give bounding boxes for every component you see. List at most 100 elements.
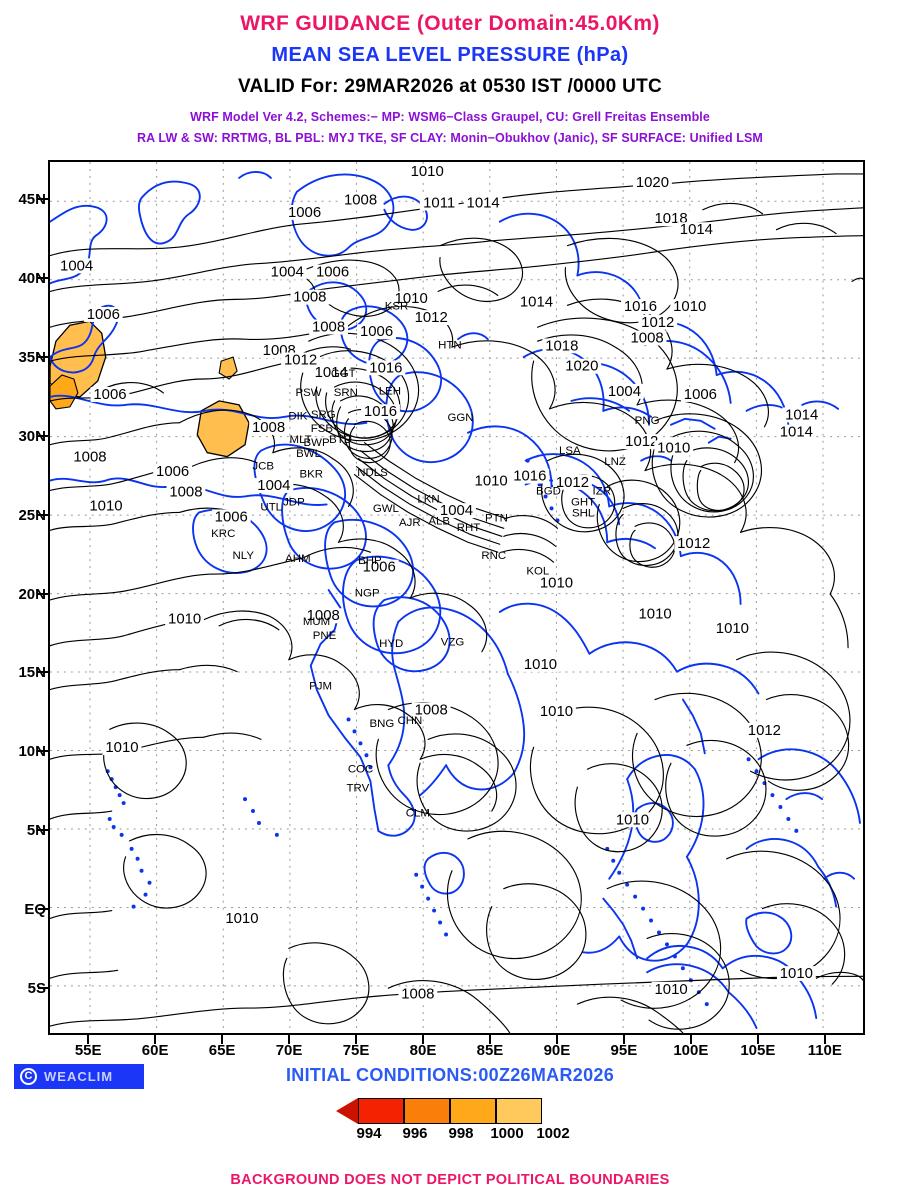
station-label: NDLS [357, 467, 388, 479]
contour-label: 1008 [401, 985, 434, 1002]
scheme-line-2: RA LW & SW: RRTMG, BL PBL: MYJ TKE, SF C… [137, 131, 763, 145]
contour-label: 1016 [513, 468, 546, 485]
contour-label: 1010 [411, 163, 444, 180]
contour-label: 1010 [168, 610, 201, 627]
station-label: AHM [285, 553, 310, 565]
station-label: HTN [438, 340, 462, 352]
station-label: DIK [288, 410, 307, 422]
station-label: SHL [572, 508, 594, 520]
contour-label: 1012 [284, 351, 317, 368]
contour-label-layer: 1010 1020 1008 1006 1011 1014 1018 1014 1004 1004… [57, 163, 822, 1002]
shaded-low-regions [50, 320, 250, 458]
lon-tick-label: 75E [342, 1042, 370, 1059]
lon-tick-label: 90E [543, 1042, 571, 1059]
colorbar-tick-labels: 994 996 998 1000 1002 [324, 1125, 576, 1142]
lat-tick-label: 35N [18, 349, 46, 367]
lon-tick-label: 65E [208, 1042, 236, 1059]
station-label: LSA [559, 445, 581, 457]
contour-label: 1008 [169, 483, 202, 500]
lon-tick-mark [422, 1035, 425, 1044]
lon-tick-mark [221, 1035, 224, 1044]
station-label: BWL [296, 448, 321, 460]
station-label: PTN [485, 512, 508, 524]
mslp-contour-map[interactable]: 1010 1020 1008 1006 1011 1014 1018 1014 1004 1004… [48, 160, 865, 1035]
copyright-icon: C [20, 1068, 37, 1085]
lon-tick-mark [756, 1035, 759, 1044]
station-label: NLY [233, 550, 255, 562]
lat-tick-label: 30N [18, 427, 46, 445]
contour-label: 1010 [654, 981, 687, 998]
contour-label: 1006 [215, 508, 248, 525]
lon-tick-mark [555, 1035, 558, 1044]
station-label: CHN [397, 715, 422, 727]
contour-label: 1012 [748, 722, 781, 739]
station-label: BNG [369, 718, 394, 730]
lat-tick-label: 40N [18, 270, 46, 288]
lat-tick-mark [38, 986, 48, 989]
station-label: HYD [379, 638, 403, 650]
weaclim-label: WEACLIM [44, 1069, 114, 1084]
lat-tick-label: 15N [18, 664, 46, 682]
station-label: IZR [593, 486, 611, 498]
contour-label: 1014 [680, 221, 713, 238]
contour-label: 1008 [312, 318, 345, 335]
lon-tick-mark [288, 1035, 291, 1044]
contour-label: 1016 [364, 403, 397, 420]
station-label: PNG [635, 415, 660, 427]
contour-label: 1010 [395, 290, 428, 307]
station-label: RHT [457, 522, 481, 534]
contour-label: 1020 [636, 174, 669, 191]
lon-tick-mark [355, 1035, 358, 1044]
station-label: LKN [417, 494, 439, 506]
island-dots-layer [105, 458, 799, 1007]
contour-label: 1006 [288, 204, 321, 221]
contour-label: 1010 [780, 965, 813, 982]
lat-tick-mark [38, 592, 48, 595]
colorbar-swatches [336, 1098, 564, 1124]
station-label: JDP [283, 497, 305, 509]
weaclim-badge[interactable]: C WEACLIM [14, 1064, 144, 1089]
coastline-layer [50, 171, 861, 1029]
station-label: COC [348, 763, 373, 775]
initial-conditions-label: INITIAL CONDITIONS:00Z26MAR2026 [285, 1065, 615, 1085]
contour-label: 1008 [344, 191, 377, 208]
lon-tick-label: 110E [807, 1042, 842, 1059]
colorbar-tick-pad [324, 1125, 346, 1142]
contour-label: 1010 [540, 574, 573, 591]
page-subtitle: MEAN SEA LEVEL PRESSURE (hPa) [271, 44, 629, 66]
lon-tick-label: 105E [740, 1042, 776, 1059]
contour-label: 1014 [467, 195, 500, 212]
lat-tick-mark [38, 907, 48, 910]
colorbar-tick: 996 [402, 1125, 428, 1142]
station-label: GGT [331, 368, 356, 380]
lon-tick-label: 70E [275, 1042, 303, 1059]
contour-label: 1010 [225, 910, 258, 927]
station-label: ALB [428, 516, 450, 528]
station-label: SRG [311, 409, 336, 421]
station-label: KOL [526, 566, 549, 578]
contour-label: 1020 [565, 358, 598, 375]
colorbar: 994 996 998 1000 1002 [0, 1098, 900, 1142]
lon-tick-mark [488, 1035, 491, 1044]
station-label: GHT [571, 497, 595, 509]
contour-label: 1010 [475, 472, 508, 489]
contour-label: 1008 [415, 701, 448, 718]
station-label: AJR [399, 517, 421, 529]
station-label: FSB [311, 423, 334, 435]
lat-tick-mark [38, 434, 48, 437]
station-label: CLM [406, 807, 430, 819]
contour-label: 1010 [716, 620, 749, 637]
lat-tick-mark [38, 356, 48, 359]
colorbar-tick: 1000 [490, 1125, 524, 1142]
contour-label: 1006 [316, 264, 349, 281]
station-label: MLT [290, 434, 312, 446]
contour-label: 1016 [369, 359, 402, 376]
lon-tick-mark [622, 1035, 625, 1044]
lon-tick-mark [689, 1035, 692, 1044]
contour-label: 1011 [423, 195, 455, 212]
contour-label: 1008 [73, 449, 106, 466]
contour-label: 1010 [639, 606, 672, 623]
contour-label: 1010 [540, 703, 573, 720]
colorbar-swatch [358, 1098, 404, 1124]
contour-label: 1014 [785, 406, 818, 423]
